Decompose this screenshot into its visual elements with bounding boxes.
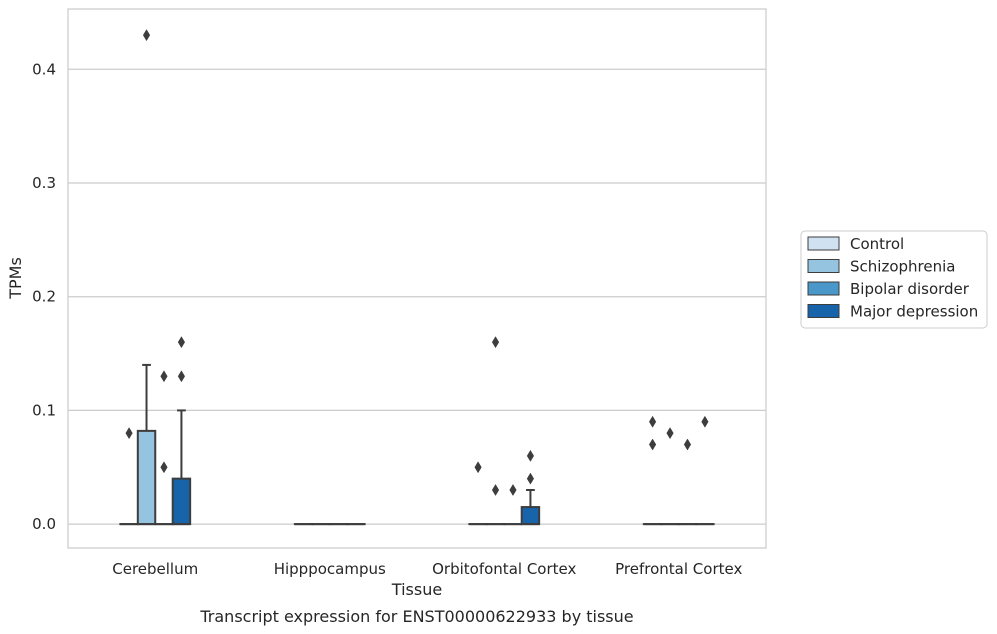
box <box>520 506 541 526</box>
y-tick-label: 0.4 <box>32 60 56 78</box>
plot-area-frame <box>67 8 767 549</box>
y-gridlines <box>68 68 766 525</box>
x-axis-label: Tissue <box>391 580 442 599</box>
outlier-point <box>701 415 709 428</box>
plot-marks <box>119 29 715 526</box>
legend-label: Control <box>850 235 904 253</box>
legend-swatch <box>807 259 840 273</box>
outlier-point <box>526 472 535 485</box>
outlier-point <box>474 461 482 474</box>
outlier-point <box>491 336 500 349</box>
chart-caption: Transcript expression for ENST0000062293… <box>199 607 633 626</box>
outlier-point <box>142 29 151 42</box>
legend-label: Schizophrenia <box>850 258 955 276</box>
box <box>171 477 192 526</box>
box <box>136 429 157 526</box>
outlier-point <box>526 449 535 462</box>
axes: 0.0 0.1 0.2 0.3 0.4 Cerebellum Hipppocampus Orb… <box>32 60 742 578</box>
outlier-point <box>160 461 168 474</box>
y-tick-label: 0.1 <box>32 401 56 419</box>
y-tick-label: 0.0 <box>32 515 56 533</box>
x-tick-label: Prefrontal Cortex <box>615 560 742 578</box>
outlier-point <box>683 438 692 451</box>
outlier-point <box>177 370 186 383</box>
outlier-point <box>160 370 168 383</box>
legend-label: Bipolar disorder <box>850 280 970 298</box>
legend-frame <box>800 230 988 329</box>
y-tick-label: 0.2 <box>32 288 56 306</box>
x-tick-label: Cerebellum <box>112 560 198 578</box>
legend-swatch <box>807 236 840 251</box>
legend-swatch <box>807 281 840 296</box>
outlier-point <box>177 336 186 349</box>
legend: Control Schizophrenia Bipolar disorder Majo… <box>800 230 988 329</box>
outlier-point <box>648 438 657 451</box>
outlier-point <box>491 484 500 496</box>
outlier-point <box>648 415 657 428</box>
legend-label: Major depression <box>850 303 978 321</box>
x-tick-label: Orbitofontal Cortex <box>432 560 576 578</box>
outlier-point <box>125 427 133 440</box>
x-tick-label: Hipppocampus <box>274 560 386 578</box>
y-axis-label: TPMs <box>6 257 25 300</box>
outlier-point <box>666 427 674 440</box>
y-tick-label: 0.3 <box>32 174 56 192</box>
outlier-point <box>509 484 517 496</box>
legend-swatch <box>807 304 840 318</box>
